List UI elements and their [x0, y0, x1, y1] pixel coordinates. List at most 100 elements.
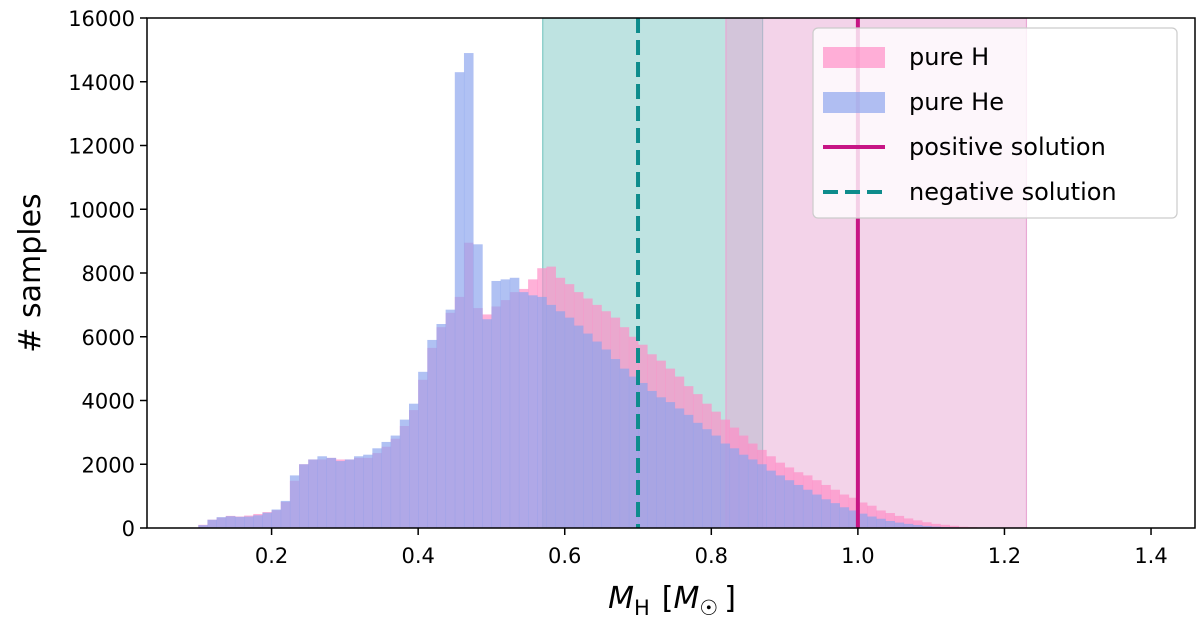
bar [381, 441, 392, 528]
x-tick-label: 0.2 [255, 544, 288, 568]
legend-entry: positive solution [823, 133, 1106, 161]
bar [628, 376, 639, 528]
x-label-m: M [608, 581, 634, 616]
bar [931, 523, 941, 528]
bar [876, 518, 886, 528]
bar [317, 456, 327, 528]
y-tick-label: 0 [122, 517, 135, 541]
bar [912, 524, 923, 528]
legend-swatch [823, 47, 885, 68]
bar [482, 319, 492, 528]
legend-label: positive solution [909, 133, 1106, 161]
bar [830, 503, 840, 528]
bar [528, 295, 538, 528]
bar [692, 422, 703, 528]
bar [234, 516, 245, 528]
legend: pure H pure He positive solution negative s… [812, 27, 1178, 219]
bar [262, 512, 272, 528]
x-tick-label: 0.8 [695, 544, 728, 568]
y-tick-label: 14000 [68, 71, 135, 95]
bar [372, 448, 382, 528]
y-tick-label: 2000 [82, 453, 135, 477]
legend-entry: pure H [823, 43, 989, 71]
bar [857, 513, 868, 528]
bar [244, 516, 254, 528]
bar [766, 470, 776, 528]
bar [894, 522, 905, 528]
bar [738, 454, 749, 528]
bar [555, 311, 566, 528]
legend-swatch [823, 92, 885, 113]
bar [922, 522, 932, 528]
bar [665, 402, 676, 528]
x-label-close-bracket: ] [724, 581, 736, 616]
x-label-open-bracket: [ [662, 581, 674, 616]
bar [564, 317, 575, 528]
bar [784, 480, 795, 528]
x-axis-label: MH [M☉] [608, 581, 736, 620]
bar [867, 516, 877, 528]
bar [610, 359, 621, 528]
bar [775, 475, 785, 528]
bar [518, 292, 529, 528]
bar [198, 525, 208, 528]
bar [253, 515, 263, 528]
plot-area [198, 18, 1028, 528]
bar [216, 517, 227, 528]
bar [894, 515, 905, 528]
bar [601, 349, 611, 528]
bar [793, 484, 804, 528]
bar [537, 296, 547, 528]
bar [354, 456, 364, 528]
bar [912, 520, 923, 528]
bar [647, 390, 657, 528]
bar [885, 520, 895, 528]
bar [418, 371, 428, 528]
bar [445, 309, 456, 528]
bar [583, 333, 593, 528]
y-axis-ticks: 0 2000 4000 6000 8000 10000 12000 14000 16000 [68, 7, 147, 541]
bar [463, 53, 474, 528]
bar [546, 304, 556, 528]
series-1 [198, 53, 978, 528]
bar [308, 459, 318, 528]
y-tick-label: 6000 [82, 326, 135, 350]
bar [619, 368, 630, 528]
bar [473, 244, 483, 528]
bar [656, 397, 666, 528]
legend-box [812, 27, 1178, 219]
bar [289, 475, 300, 528]
x-tick-label: 1.4 [1134, 544, 1167, 568]
shaded-regions [542, 18, 1028, 528]
y-axis-label: # samples [13, 193, 48, 352]
x-tick-label: 0.6 [548, 544, 581, 568]
bar [757, 464, 767, 528]
legend-label: pure He [909, 88, 1004, 116]
bar [903, 518, 914, 528]
x-tick-label: 1.0 [841, 544, 874, 568]
bar [702, 429, 712, 528]
bar [903, 523, 914, 528]
x-tick-label: 1.2 [988, 544, 1021, 568]
x-label-m-subscript: H [634, 596, 650, 620]
x-label-sun-symbol: ☉ [699, 596, 718, 620]
y-tick-label: 8000 [82, 262, 135, 286]
bar [500, 279, 511, 528]
bar [839, 507, 850, 528]
bar [390, 435, 401, 528]
bar [280, 500, 291, 528]
bar [436, 324, 447, 528]
bar [747, 459, 758, 528]
bar [344, 459, 355, 528]
bar [427, 339, 437, 528]
bar [848, 510, 859, 528]
bar [299, 464, 309, 528]
bar [225, 516, 236, 528]
bar [940, 524, 950, 528]
bar [271, 509, 282, 528]
bar [491, 280, 502, 528]
bar [802, 489, 813, 528]
y-tick-label: 4000 [82, 390, 135, 414]
bar [683, 414, 694, 528]
bar [509, 277, 520, 528]
